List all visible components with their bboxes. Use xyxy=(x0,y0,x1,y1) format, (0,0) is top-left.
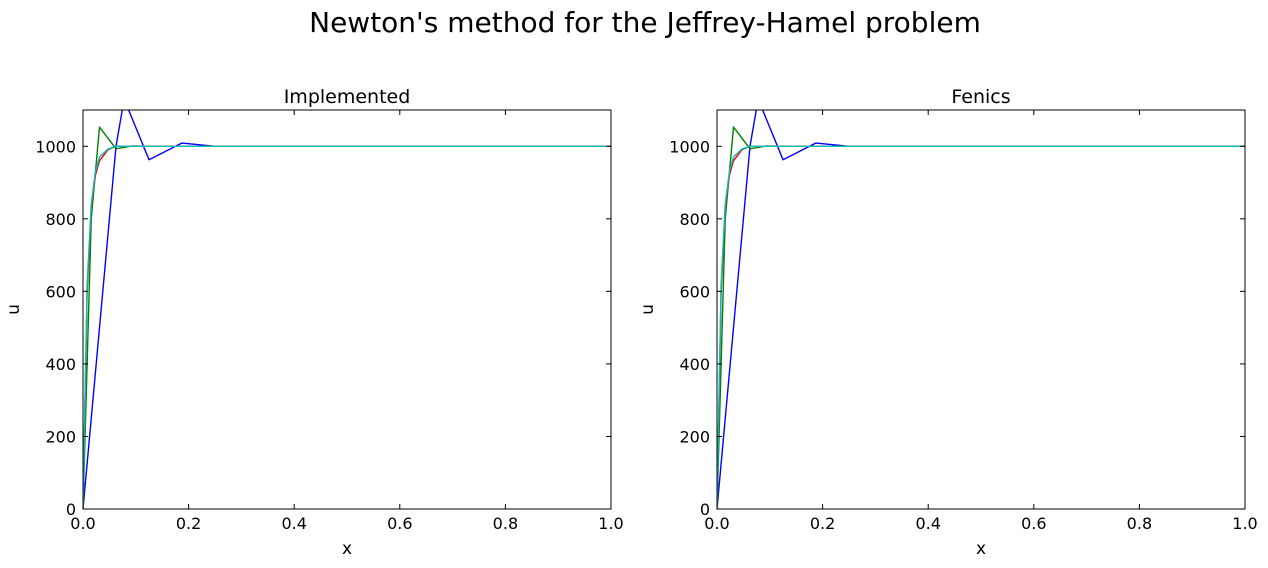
series-line-1 xyxy=(83,110,611,509)
y-tick-label: 1000 xyxy=(35,137,76,156)
x-tick-label: 0.2 xyxy=(176,514,201,533)
x-tick-label: 0.4 xyxy=(281,514,306,533)
axes-2: 0.0 0.2 0.4 0.6 0.8 1.0 0 200 400 600 800 1000 Fenic… xyxy=(638,86,1258,559)
x-tick-label: 0.4 xyxy=(915,514,940,533)
x-tick-label: 0.0 xyxy=(704,514,729,533)
plot-lines xyxy=(717,110,1245,509)
plot-frame xyxy=(82,109,612,510)
x-tick-label: 1.0 xyxy=(1232,514,1257,533)
series-line-4 xyxy=(83,145,611,509)
axes-title: Fenics xyxy=(951,86,1010,108)
x-tick-label: 0.6 xyxy=(1021,514,1046,533)
y-tick-label: 200 xyxy=(679,427,710,446)
series-line-1 xyxy=(717,110,1245,509)
plot-lines xyxy=(83,110,611,509)
plot-frame xyxy=(716,109,1246,510)
x-axis-label: x xyxy=(342,539,352,559)
axes-title: Implemented xyxy=(284,86,411,108)
axes-1: 0.0 0.2 0.4 0.6 0.8 1.0 0 200 400 600 800 1000 Imple… xyxy=(4,86,624,559)
y-tick-label: 400 xyxy=(45,355,76,374)
x-tick-label: 0.8 xyxy=(1127,514,1152,533)
x-tick-label: 0.6 xyxy=(387,514,412,533)
y-tick-label: 0 xyxy=(66,500,76,519)
y-tick-label: 800 xyxy=(679,210,710,229)
x-tick-label: 0.2 xyxy=(810,514,835,533)
y-tick-label: 200 xyxy=(45,427,76,446)
axes-container: 0.0 0.2 0.4 0.6 0.8 1.0 0 200 400 600 800 1000 Imple… xyxy=(4,86,1258,559)
y-tick-label: 400 xyxy=(679,355,710,374)
x-axis-label: x xyxy=(976,539,986,559)
y-tick-label: 600 xyxy=(679,282,710,301)
figure-title: Newton's method for the Jeffrey-Hamel pr… xyxy=(309,6,981,39)
series-line-3 xyxy=(83,145,611,509)
y-tick-label: 1000 xyxy=(669,137,710,156)
series-line-2 xyxy=(717,126,1245,509)
series-line-3 xyxy=(717,145,1245,509)
series-line-4 xyxy=(717,145,1245,509)
y-tick-label: 0 xyxy=(700,500,710,519)
x-tick-label: 0.0 xyxy=(70,514,95,533)
series-line-2 xyxy=(83,126,611,509)
x-tick-label: 1.0 xyxy=(598,514,623,533)
y-tick-label: 800 xyxy=(45,210,76,229)
y-tick-label: 600 xyxy=(45,282,76,301)
y-axis-label: u xyxy=(4,304,24,315)
x-tick-label: 0.8 xyxy=(493,514,518,533)
y-axis-label: u xyxy=(638,304,658,315)
